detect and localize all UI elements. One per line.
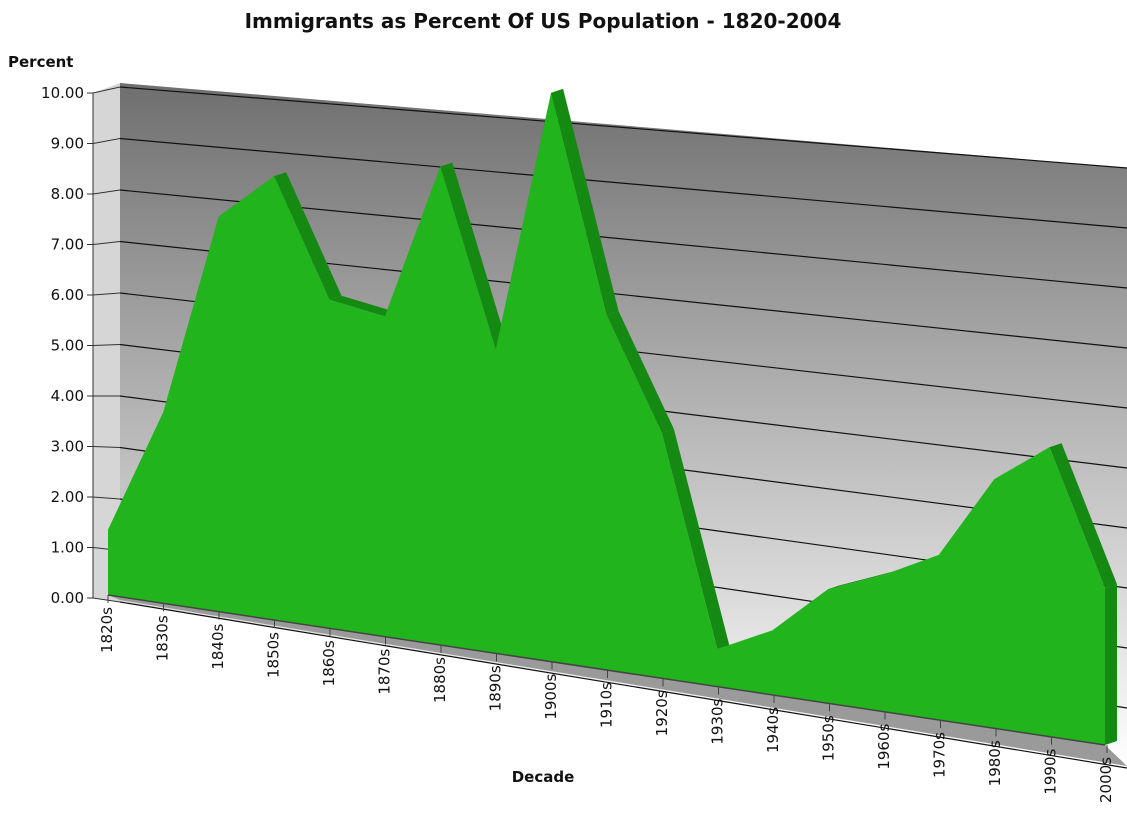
x-tick-label: 1850s	[265, 632, 283, 678]
gridline-side	[92, 189, 121, 195]
area-top-edge	[661, 429, 730, 650]
y-tick-label: 8.00	[51, 185, 84, 203]
x-tick-label: 1990s	[1042, 748, 1060, 794]
x-tick-label: 1920s	[653, 690, 671, 736]
x-tick-label: 1840s	[209, 623, 227, 669]
gridline-side	[92, 292, 121, 296]
gridline-side	[92, 446, 121, 448]
area-top-edge	[828, 571, 896, 590]
x-tick-label: 1930s	[709, 698, 727, 744]
x-tick-label: 1870s	[376, 648, 394, 694]
area-series-fill	[108, 92, 1105, 745]
x-tick-label: 1860s	[320, 640, 338, 686]
gridline	[119, 86, 1127, 169]
y-tick-label: 2.00	[51, 488, 84, 506]
x-tick-label: 1820s	[98, 607, 116, 653]
x-tick-label: 1970s	[931, 732, 949, 778]
area-top-edge	[274, 172, 342, 300]
y-tick-label: 5.00	[51, 337, 84, 355]
area-side-face	[1105, 584, 1117, 745]
area-top-edge	[329, 295, 397, 317]
y-tick-label: 0.00	[51, 589, 84, 607]
area-top-edge	[551, 88, 619, 315]
x-tick-label: 1940s	[764, 707, 782, 753]
y-tick-label: 4.00	[51, 387, 84, 405]
x-axis-title: Decade	[512, 768, 575, 786]
gridline-side	[92, 597, 121, 603]
y-tick-label: 1.00	[51, 539, 84, 557]
x-tick-label: 1890s	[487, 665, 505, 711]
x-tick-label: 2000s	[1097, 757, 1115, 803]
chart-side-wall	[93, 83, 120, 602]
y-tick-label: 7.00	[51, 236, 84, 254]
y-tick-label: 6.00	[51, 286, 84, 304]
chart-title: Immigrants as Percent Of US Population -…	[245, 9, 842, 33]
gridline-side	[92, 241, 121, 245]
x-tick-label: 1900s	[542, 673, 560, 719]
gridline-side	[92, 138, 121, 144]
gridline	[119, 137, 1127, 229]
y-axis-title: Percent	[8, 53, 73, 71]
y-tick-label: 9.00	[51, 135, 84, 153]
gridline-side	[92, 496, 121, 500]
area-top-edge	[1049, 443, 1117, 589]
x-tick-label: 1980s	[986, 740, 1004, 786]
y-tick-label: 3.00	[51, 438, 84, 456]
x-tick-label: 1830s	[154, 615, 172, 661]
gridline	[119, 601, 1127, 769]
gridline-side	[92, 86, 121, 94]
area-top-edge	[606, 310, 674, 433]
x-tick-label: 1950s	[820, 715, 838, 761]
x-tick-label: 1910s	[598, 682, 616, 728]
area-top-edge	[440, 162, 508, 350]
x-tick-label: 1960s	[875, 723, 893, 769]
x-tick-label: 1880s	[431, 657, 449, 703]
chart-floor	[108, 595, 1127, 766]
gridline-side	[92, 344, 121, 346]
y-tick-label: 10.00	[41, 84, 84, 102]
